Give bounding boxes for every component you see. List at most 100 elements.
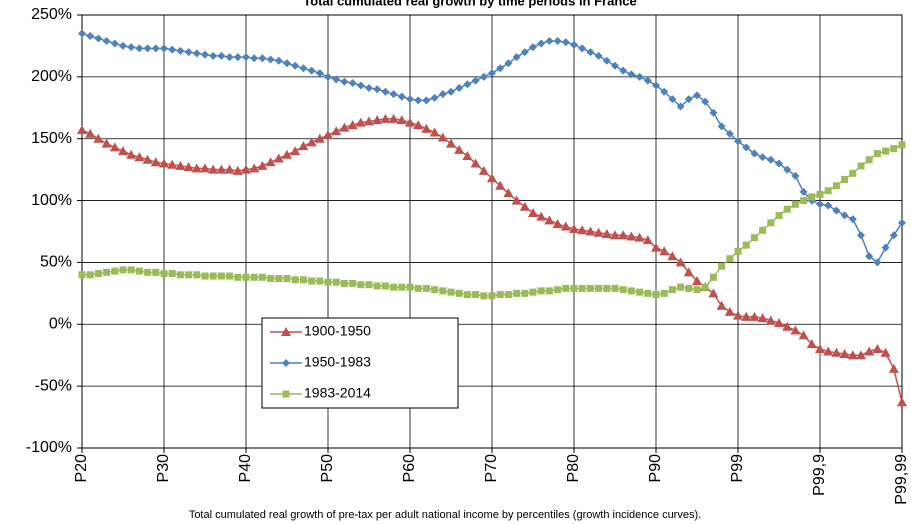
legend: 1900-1950 1950-1983 1983-2014 <box>261 317 459 409</box>
marker <box>495 180 506 190</box>
marker <box>881 243 890 252</box>
marker <box>201 50 209 59</box>
marker <box>275 275 283 283</box>
marker <box>455 83 464 92</box>
marker <box>306 137 317 147</box>
marker <box>595 284 603 292</box>
marker <box>569 224 579 234</box>
marker <box>668 286 676 294</box>
marker <box>94 270 102 278</box>
marker <box>78 29 86 38</box>
marker <box>471 76 480 85</box>
marker <box>299 276 307 284</box>
marker <box>808 193 816 201</box>
legend-label: 1900-1950 <box>304 323 371 339</box>
marker <box>86 32 95 41</box>
marker <box>94 34 103 43</box>
marker <box>282 149 292 159</box>
marker <box>701 97 710 106</box>
marker <box>718 262 726 270</box>
marker <box>455 289 463 297</box>
marker <box>586 48 595 57</box>
marker <box>414 284 422 292</box>
marker <box>176 271 184 279</box>
marker <box>512 53 521 62</box>
marker <box>578 284 586 292</box>
marker <box>561 38 570 47</box>
marker <box>414 96 423 105</box>
marker <box>103 268 111 276</box>
marker <box>480 292 488 300</box>
marker <box>234 273 242 281</box>
marker <box>675 257 686 267</box>
marker <box>242 53 250 62</box>
marker <box>389 90 398 99</box>
marker <box>759 226 767 234</box>
marker <box>102 36 111 45</box>
marker <box>693 286 701 294</box>
x-tick-label: P70 <box>483 454 500 483</box>
marker <box>127 266 135 274</box>
marker <box>77 125 87 135</box>
marker <box>767 219 775 227</box>
marker <box>880 347 891 357</box>
marker <box>529 43 537 52</box>
marker <box>438 90 447 99</box>
marker <box>741 311 752 321</box>
marker <box>266 55 275 64</box>
marker <box>734 137 742 146</box>
marker <box>396 115 407 125</box>
x-tick-label: P99 <box>729 454 746 483</box>
marker <box>636 288 644 296</box>
marker <box>217 51 226 60</box>
marker <box>101 138 112 148</box>
marker <box>832 182 840 190</box>
marker <box>652 291 660 299</box>
marker <box>660 87 669 96</box>
marker <box>611 61 619 70</box>
marker <box>529 288 537 296</box>
marker <box>406 95 414 104</box>
marker <box>142 154 153 164</box>
marker <box>134 152 145 162</box>
marker <box>841 176 849 184</box>
x-tick-label: P90 <box>647 454 664 483</box>
marker <box>282 359 290 367</box>
marker <box>791 200 799 208</box>
marker <box>226 272 234 280</box>
marker <box>111 267 119 275</box>
marker <box>701 283 709 291</box>
marker <box>315 69 324 78</box>
marker <box>447 87 455 96</box>
marker <box>447 288 455 296</box>
marker <box>635 72 644 81</box>
marker <box>504 291 512 299</box>
marker <box>716 300 727 310</box>
marker <box>791 171 800 180</box>
marker <box>324 72 332 81</box>
legend-label: 1983-2014 <box>304 385 371 401</box>
marker <box>511 195 522 205</box>
y-tick-label: 50% <box>40 254 72 271</box>
marker <box>365 281 373 289</box>
marker <box>208 164 219 174</box>
marker <box>652 81 660 90</box>
marker <box>724 306 735 316</box>
marker <box>742 241 750 249</box>
marker <box>693 91 701 100</box>
x-tick-label: P20 <box>73 454 90 483</box>
marker <box>365 83 373 92</box>
marker <box>340 77 349 86</box>
marker <box>726 255 734 263</box>
marker <box>888 363 899 373</box>
marker <box>135 44 144 53</box>
marker <box>553 36 562 45</box>
marker <box>160 270 168 278</box>
marker <box>552 219 563 229</box>
marker <box>127 43 136 52</box>
marker <box>250 273 258 281</box>
marker <box>839 348 850 358</box>
marker <box>421 123 432 133</box>
marker <box>677 283 685 291</box>
marker <box>660 289 668 297</box>
